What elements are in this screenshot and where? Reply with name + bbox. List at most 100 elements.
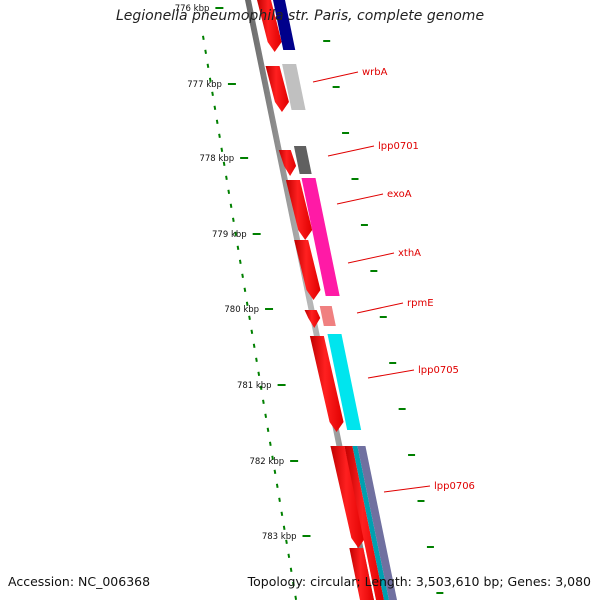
gc-dot [250, 329, 254, 334]
gc-dot [268, 441, 272, 446]
gene-block-lpp0705-left [309, 336, 344, 432]
gc-dot [289, 567, 293, 572]
gc-dot [370, 270, 378, 272]
label-leaders [312, 71, 431, 493]
gc-dot [426, 546, 434, 548]
gc-dot [292, 581, 295, 586]
gc-dot [248, 315, 251, 320]
scale-label: 782 kbp [249, 457, 284, 467]
gc-dot [211, 91, 214, 96]
gc-dot [229, 203, 233, 208]
accession-text: Accession: NC_006368 [8, 574, 151, 589]
gene-block-lpp0706-cyan [352, 446, 389, 600]
gc-dot [227, 189, 231, 194]
scale-tick [240, 157, 249, 159]
gc-dot [234, 231, 238, 236]
gene-block-rpmE-left [304, 310, 321, 328]
gc-dot [342, 132, 350, 134]
gene-block-rpmE [319, 306, 336, 326]
gc-dot [408, 454, 416, 456]
scale-label: 779 kbp [212, 230, 247, 240]
gc-dot [379, 316, 387, 318]
scale-tick [252, 233, 261, 235]
gc-dot [243, 287, 247, 292]
gene-label-lpp0705: lpp0705 [418, 365, 459, 376]
gene-block-upstream-blue [273, 0, 296, 50]
gc-dot [271, 455, 274, 460]
gene-block-wrbA [282, 64, 306, 110]
gc-dot [257, 371, 261, 376]
gene-block-lpp0706 [357, 446, 397, 600]
gc-dot [360, 224, 368, 226]
gc-dot [398, 408, 406, 410]
gc-dot [282, 525, 286, 530]
gc-dot [294, 595, 298, 600]
gc-dot [417, 500, 425, 502]
gc-dot [252, 343, 256, 348]
gene-label-lpp0701: lpp0701 [378, 141, 419, 152]
gene-block-wrbA-left [265, 66, 289, 112]
scale-ticks: 776 kbp 777 kbp 778 kbp 779 kbp 780 kbp 781 k… [175, 4, 311, 542]
gc-dot [287, 553, 291, 558]
scale-tick [227, 83, 236, 85]
scale-label: 777 kbp [187, 80, 222, 90]
scale-tick [290, 460, 299, 462]
gc-dot [351, 178, 359, 180]
gene-labels: wrbA lpp0701 exoA xthA rpmE lpp0705 lpp0706 [362, 67, 475, 492]
gc-dot [225, 175, 228, 180]
gene-label-xthA: xthA [398, 248, 421, 259]
gc-dot [213, 105, 217, 110]
gene-block-lpp0701-left [278, 150, 297, 176]
gene-block-tail [349, 548, 374, 600]
gene-block-lpp0706-left [330, 446, 366, 548]
gene-block-lpp0701 [293, 146, 312, 174]
gc-dot [255, 357, 258, 362]
gc-dot [245, 301, 249, 306]
scale-tick [215, 7, 224, 9]
leader-line [383, 485, 431, 493]
genome-summary-text: Topology: circular; Length: 3,503,610 bp… [247, 574, 591, 589]
gc-dot [262, 399, 265, 404]
scale-label: 776 kbp [175, 4, 210, 14]
gc-dot [220, 147, 224, 152]
gc-dot [332, 86, 340, 88]
gc-dot [204, 49, 207, 54]
gc-dot [218, 133, 221, 138]
gc-dot [259, 385, 263, 390]
gc-dot [232, 217, 235, 222]
scale-label: 783 kbp [262, 532, 297, 542]
gene-block-upstream [257, 0, 282, 52]
gene-label-exoA: exoA [387, 189, 412, 200]
gc-dot [222, 161, 226, 166]
gene-block-lpp0706-red [344, 446, 384, 600]
gene-label-rpmE: rpmE [407, 298, 434, 309]
gc-dot [238, 259, 242, 264]
scale-label: 780 kbp [224, 305, 259, 315]
gc-dot [436, 592, 444, 594]
gc-dot [323, 40, 331, 42]
gc-dot [206, 63, 210, 68]
gc-dot [264, 413, 268, 418]
gc-dot [215, 119, 219, 124]
leader-line [367, 369, 415, 379]
leader-line [356, 302, 404, 314]
gc-dot [275, 483, 279, 488]
gc-dot [389, 362, 397, 364]
scale-tick [277, 384, 286, 386]
gc-dot [278, 497, 281, 502]
gene-block-xthA [294, 240, 321, 300]
gene-track [257, 0, 397, 600]
scale-label: 778 kbp [199, 154, 234, 164]
leader-line [336, 193, 384, 205]
gc-dot [285, 539, 288, 544]
gene-label-wrbA: wrbA [362, 67, 388, 78]
scale-tick [265, 308, 274, 310]
gene-block-lpp0705 [327, 334, 362, 430]
map-title: Legionella pneumophila str. Paris, compl… [115, 8, 485, 24]
gc-skew-dots [202, 35, 444, 600]
gc-dot [208, 77, 212, 82]
leader-line [312, 71, 359, 83]
gc-dot [202, 35, 205, 40]
